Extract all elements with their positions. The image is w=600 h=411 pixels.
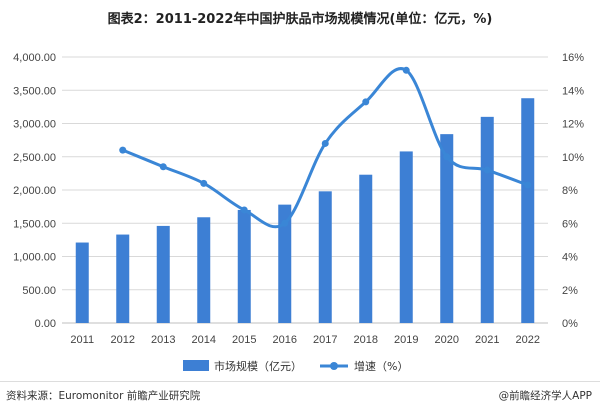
legend-bar-label: 市场规模（亿元）: [214, 359, 302, 373]
right-tick-label: 4%: [562, 252, 578, 264]
bar: [440, 134, 454, 323]
growth-point: [483, 166, 491, 174]
bar: [521, 98, 535, 323]
right-tick-label: 10%: [562, 152, 584, 164]
growth-point: [321, 139, 329, 147]
bar: [156, 225, 170, 323]
left-tick-label: 4,000.00: [13, 52, 56, 64]
x-tick-label: 2022: [516, 334, 540, 346]
growth-point: [119, 146, 127, 154]
growth-point: [362, 98, 370, 106]
bar: [480, 116, 494, 323]
growth-point: [524, 181, 532, 189]
right-tick-label: 6%: [562, 218, 578, 230]
x-tick-label: 2016: [273, 334, 297, 346]
bar: [399, 151, 413, 323]
legend-bar-swatch: [183, 360, 209, 371]
growth-point: [240, 206, 248, 214]
left-axis: 0.00 500.00 1,000.00 1,500.00 2,000.00 2,500.…: [13, 52, 56, 330]
bar: [318, 191, 332, 323]
x-tick-label: 2020: [435, 334, 459, 346]
x-tick-label: 2018: [354, 334, 378, 346]
bar: [359, 174, 373, 323]
x-tick-label: 2019: [394, 334, 418, 346]
left-tick-label: 1,000.00: [13, 252, 56, 264]
right-tick-label: 0%: [562, 318, 578, 330]
growth-point: [159, 163, 167, 171]
legend-line-marker: [330, 362, 338, 370]
chart-title: 图表2：2011-2022年中国护肤品市场规模情况(单位：亿元，%): [107, 12, 493, 27]
growth-point: [200, 179, 208, 187]
x-tick-label: 2012: [111, 334, 135, 346]
source-note: 资料来源：Euromonitor 前瞻产业研究院: [6, 388, 200, 403]
growth-point: [281, 219, 289, 227]
source-label: 资料来源：: [6, 390, 59, 402]
bar: [116, 234, 130, 323]
right-tick-label: 8%: [562, 185, 578, 197]
right-tick-label: 14%: [562, 85, 584, 97]
legend: 市场规模（亿元） 增速（%）: [183, 359, 408, 373]
bar-series: [75, 98, 535, 323]
left-tick-label: 3,500.00: [13, 85, 56, 97]
bar: [75, 242, 89, 323]
brand-note: @前瞻经济学人APP: [499, 388, 592, 403]
x-tick-label: 2014: [192, 334, 216, 346]
left-tick-label: 0.00: [35, 318, 56, 330]
x-tick-label: 2011: [70, 334, 94, 346]
legend-line-label: 增速（%）: [354, 359, 408, 373]
left-tick-label: 3,000.00: [13, 119, 56, 131]
growth-point: [402, 66, 410, 74]
bar: [197, 217, 211, 323]
right-tick-label: 2%: [562, 285, 578, 297]
x-tick-label: 2013: [151, 334, 175, 346]
left-tick-label: 1,500.00: [13, 218, 56, 230]
brand-text: @前瞻经济学人APP: [498, 390, 592, 402]
left-tick-label: 2,000.00: [13, 185, 56, 197]
right-axis: 0% 2% 4% 6% 8% 10% 12% 14% 16%: [562, 52, 584, 330]
right-tick-label: 12%: [562, 119, 584, 131]
line-series: [119, 66, 532, 229]
x-axis: 2011 2012 2013 2014 2015 2016 2017 2018 2019 2020…: [70, 334, 540, 346]
x-tick-label: 2017: [313, 334, 337, 346]
growth-point: [443, 153, 451, 161]
bar: [278, 204, 292, 323]
x-tick-label: 2021: [475, 334, 499, 346]
left-tick-label: 500.00: [22, 285, 56, 297]
footer-divider: [0, 381, 600, 382]
left-tick-label: 2,500.00: [13, 152, 56, 164]
x-tick-label: 2015: [232, 334, 256, 346]
source-text: Euromonitor 前瞻产业研究院: [58, 390, 201, 402]
bar: [237, 209, 251, 323]
right-tick-label: 16%: [562, 52, 584, 64]
